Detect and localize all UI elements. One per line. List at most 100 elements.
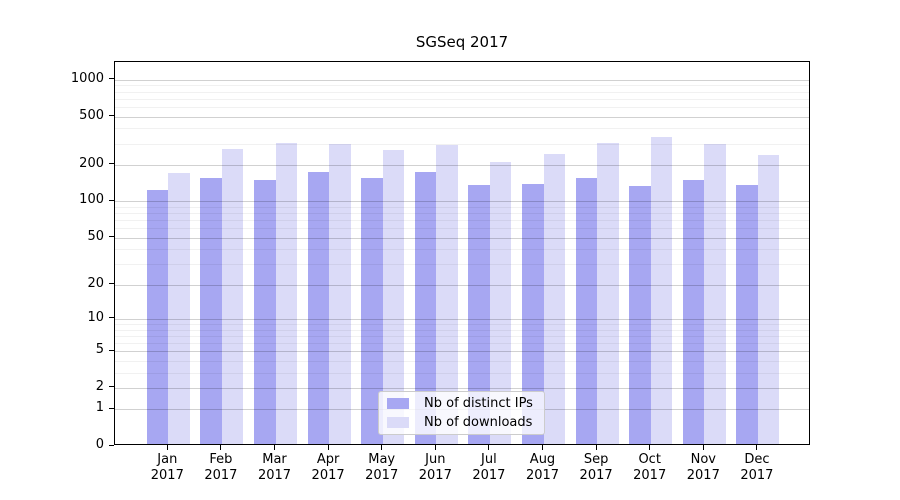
- y-tick-mark: [109, 283, 114, 285]
- bar-distinct-ips: [575, 177, 598, 444]
- x-tick-label: Mar 2017: [257, 452, 292, 483]
- bar-distinct-ips: [629, 186, 651, 444]
- y-tick-label: 1000: [70, 70, 104, 86]
- gridline-minor: [115, 106, 809, 108]
- x-tick-mark: [649, 445, 651, 450]
- bar-downloads: [757, 155, 780, 444]
- bar-downloads: [597, 143, 619, 444]
- bar-downloads: [543, 154, 565, 444]
- bar-downloads: [489, 162, 512, 444]
- x-tick-label: Oct 2017: [633, 452, 667, 483]
- x-tick-mark: [274, 445, 275, 450]
- gridline-major: [115, 201, 809, 203]
- legend-label-distinct-ips: Nb of distinct IPs: [424, 396, 533, 411]
- gridline-minor: [115, 228, 809, 230]
- bar-downloads: [704, 144, 726, 444]
- y-tick-mark: [109, 386, 114, 388]
- bar-distinct-ips: [146, 190, 169, 444]
- legend: Nb of distinct IPs Nb of downloads: [378, 391, 545, 435]
- y-tick-mark: [109, 349, 114, 351]
- x-tick-mark: [327, 445, 329, 450]
- bar-downloads: [329, 143, 351, 444]
- bar-distinct-ips: [522, 183, 544, 444]
- x-tick-label: Jul 2017: [472, 452, 506, 483]
- x-tick-label: Sep 2017: [579, 452, 613, 483]
- bar-downloads: [382, 149, 405, 444]
- x-tick-label: Apr 2017: [311, 452, 345, 483]
- gridline-major: [115, 79, 809, 81]
- y-tick-mark: [109, 199, 114, 201]
- legend-item-distinct-ips: Nb of distinct IPs: [379, 394, 544, 413]
- gridline-minor: [115, 128, 809, 130]
- y-tick-mark: [109, 115, 114, 116]
- x-tick-label: Dec 2017: [740, 452, 774, 483]
- gridline-minor: [115, 206, 809, 208]
- gridline-minor: [115, 249, 809, 251]
- y-tick-label: 100: [79, 192, 104, 208]
- x-tick-mark: [220, 445, 222, 450]
- x-tick-label: Aug 2017: [525, 452, 560, 483]
- gridline-minor: [115, 335, 809, 337]
- x-tick-mark: [702, 445, 704, 450]
- gridline-major: [115, 387, 809, 389]
- bar-distinct-ips: [736, 185, 758, 444]
- bar-downloads: [221, 148, 244, 444]
- x-tick-mark: [542, 445, 543, 450]
- y-tick-mark: [109, 163, 114, 165]
- bar-distinct-ips: [307, 171, 330, 444]
- bar-distinct-ips: [682, 180, 705, 444]
- gridline-minor: [115, 324, 809, 325]
- gridline-minor: [115, 98, 809, 100]
- x-tick-mark: [434, 445, 436, 450]
- y-tick-label: 0: [95, 437, 104, 452]
- gridline-minor: [115, 329, 809, 331]
- legend-swatch-distinct-ips: [387, 398, 409, 409]
- x-tick-mark: [756, 445, 758, 450]
- y-tick-mark: [109, 236, 114, 238]
- gridline-minor: [115, 85, 809, 87]
- gridline-minor: [115, 213, 809, 215]
- y-tick-label: 1: [95, 400, 104, 416]
- y-tick-label: 20: [87, 275, 104, 291]
- gridline-minor: [115, 264, 809, 265]
- gridline-minor: [115, 220, 809, 222]
- gridline-major: [115, 164, 809, 166]
- gridline-major: [115, 351, 809, 352]
- gridline-minor: [115, 342, 809, 344]
- x-tick-mark: [488, 445, 490, 450]
- y-tick-mark: [109, 78, 114, 80]
- gridline-major: [115, 284, 809, 286]
- x-tick-label: Jun 2017: [418, 452, 452, 483]
- x-tick-mark: [595, 445, 597, 450]
- y-tick-label: 10: [87, 309, 104, 325]
- bar-distinct-ips: [254, 180, 276, 444]
- x-tick-label: Nov 2017: [686, 452, 720, 483]
- y-tick-label: 200: [79, 155, 104, 171]
- y-tick-label: 50: [87, 228, 104, 244]
- x-tick-mark: [381, 445, 383, 450]
- bar-downloads: [650, 136, 673, 444]
- gridline-minor: [115, 360, 809, 362]
- x-tick-label: Feb 2017: [204, 452, 238, 483]
- gridline-minor: [115, 91, 809, 93]
- y-tick-mark: [109, 317, 114, 319]
- gridline-minor: [115, 372, 809, 374]
- y-tick-mark: [109, 444, 114, 446]
- y-tick-label: 2: [95, 378, 104, 394]
- bar-distinct-ips: [361, 177, 383, 444]
- bar-distinct-ips: [200, 178, 222, 444]
- gridline-minor: [115, 143, 809, 145]
- bar-downloads: [436, 144, 458, 444]
- x-tick-label: Jan 2017: [150, 452, 184, 483]
- chart-title: SGSeq 2017: [415, 33, 509, 51]
- legend-item-downloads: Nb of downloads: [379, 413, 544, 432]
- y-tick-mark: [109, 407, 114, 409]
- legend-swatch-downloads: [387, 417, 409, 428]
- bar-downloads: [275, 142, 297, 444]
- y-tick-label: 5: [95, 342, 104, 357]
- x-tick-mark: [166, 445, 168, 450]
- legend-label-downloads: Nb of downloads: [424, 415, 533, 430]
- bar-distinct-ips: [414, 171, 437, 444]
- x-tick-label: May 2017: [365, 452, 399, 483]
